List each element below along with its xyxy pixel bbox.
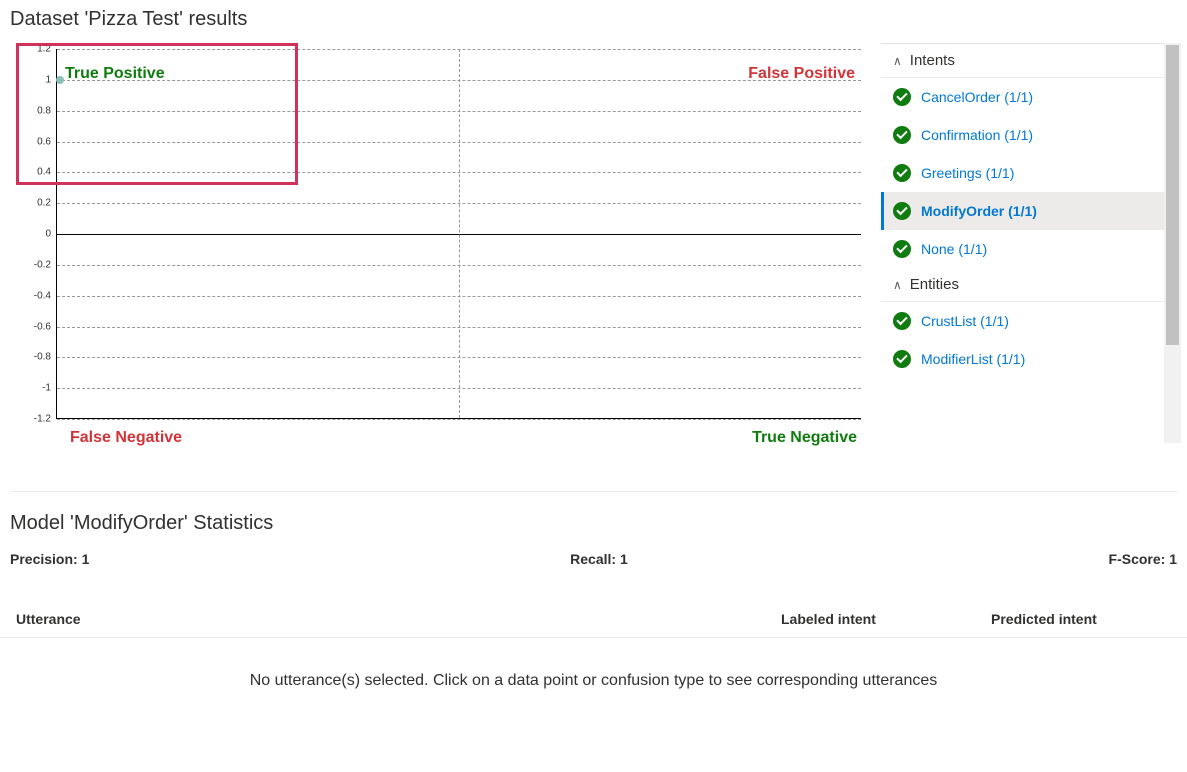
table-header: Utterance Labeled intent Predicted inten… [0,567,1187,638]
list-item[interactable]: Greetings (1/1) [881,154,1164,192]
chart-plot[interactable]: -1.2-1-0.8-0.6-0.4-0.200.20.40.60.811.2T… [56,49,861,419]
ytick-label: 0.4 [37,167,51,178]
section-header[interactable]: ∧ Intents [881,44,1164,78]
check-icon [893,88,911,106]
ytick-label: 0.8 [37,105,51,116]
list-item-label: CrustList (1/1) [921,313,1009,329]
list-item-label: ModifyOrder (1/1) [921,203,1037,219]
quadrant-false-negative[interactable]: False Negative [70,429,182,447]
list-item[interactable]: Confirmation (1/1) [881,116,1164,154]
quadrant-true-negative[interactable]: True Negative [752,429,857,447]
list-item[interactable]: ModifyOrder (1/1) [881,192,1164,230]
list-item[interactable]: CancelOrder (1/1) [881,78,1164,116]
list-item[interactable]: None (1/1) [881,230,1164,268]
data-point[interactable] [56,76,64,84]
precision-stat: Precision: 1 [10,551,89,567]
stats-title: Model 'ModifyOrder' Statistics [0,492,1187,551]
ytick-label: 0 [45,229,51,240]
side-scroll: ∧ Intents CancelOrder (1/1) Confirmation (1… [881,43,1164,443]
recall-stat: Recall: 1 [570,551,628,567]
list-item-label: Confirmation (1/1) [921,127,1033,143]
col-labeled[interactable]: Labeled intent [781,611,991,627]
chevron-up-icon: ∧ [893,278,902,292]
vertical-gridline [459,49,460,418]
ytick-label: 1.2 [37,44,51,55]
ytick-label: -1 [42,383,51,394]
scrollbar-thumb[interactable] [1166,45,1179,345]
stats-row: Precision: 1 Recall: 1 F-Score: 1 [0,551,1187,567]
quadrant-false-positive[interactable]: False Positive [748,65,855,83]
check-icon [893,240,911,258]
section-title: Entities [910,276,959,293]
ytick-label: -0.6 [34,321,51,332]
list-item-label: None (1/1) [921,241,987,257]
check-icon [893,312,911,330]
ytick-label: 0.2 [37,198,51,209]
list-item-label: CancelOrder (1/1) [921,89,1033,105]
ytick-label: -0.2 [34,259,51,270]
check-icon [893,202,911,220]
list-item[interactable]: ModifierList (1/1) [881,340,1164,378]
gridline [57,419,861,420]
ytick-label: -1.2 [34,414,51,425]
section-title: Intents [910,52,955,69]
list-item[interactable]: CrustList (1/1) [881,302,1164,340]
ytick-label: 0.6 [37,136,51,147]
ytick-label: 1 [45,74,51,85]
list-item-label: ModifierList (1/1) [921,351,1025,367]
fscore-stat: F-Score: 1 [1109,551,1177,567]
top-section: -1.2 -1 -0.8 -0.6 -0.4 -0.2 0 0.2 0.4 0.6 0.8 1 1.2 T… [0,43,1187,463]
empty-message: No utterance(s) selected. Click on a dat… [0,638,1187,724]
section-header[interactable]: ∧ Entities [881,268,1164,302]
col-utterance[interactable]: Utterance [16,611,781,627]
ytick-label: -0.4 [34,290,51,301]
quadrant-true-positive[interactable]: True Positive [65,65,165,83]
col-predicted[interactable]: Predicted intent [991,611,1171,627]
check-icon [893,126,911,144]
scrollbar[interactable] [1164,43,1181,443]
list-item-label: Greetings (1/1) [921,165,1014,181]
check-icon [893,164,911,182]
side-panel: ∧ Intents CancelOrder (1/1) Confirmation (1… [881,43,1181,443]
check-icon [893,350,911,368]
chart-container: -1.2 -1 -0.8 -0.6 -0.4 -0.2 0 0.2 0.4 0.6 0.8 1 1.2 T… [10,43,871,463]
page-title: Dataset 'Pizza Test' results [0,0,1187,43]
ytick-label: -0.8 [34,352,51,363]
chevron-up-icon: ∧ [893,54,902,68]
